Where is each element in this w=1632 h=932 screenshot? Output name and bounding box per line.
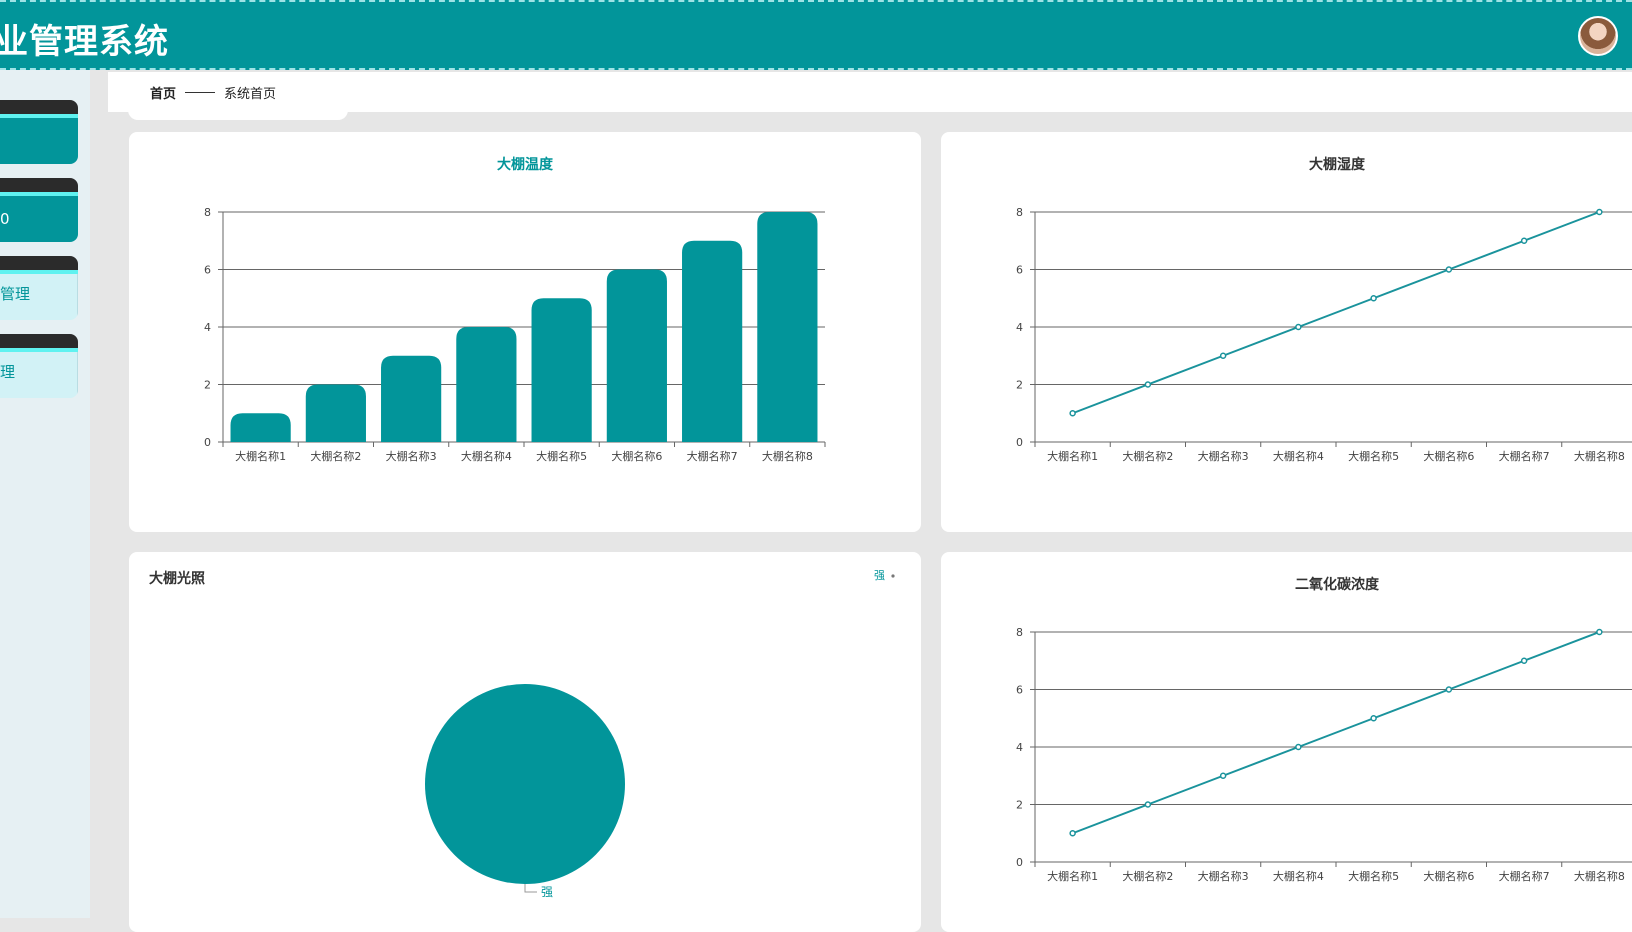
x-tick-label: 大棚名称1 — [1047, 869, 1098, 883]
x-tick-label: 大棚名称3 — [1198, 449, 1249, 463]
bar — [305, 384, 366, 442]
data-point — [1370, 715, 1377, 722]
x-tick-label: 大棚名称2 — [1122, 869, 1173, 883]
y-tick-label: 4 — [1016, 741, 1023, 754]
top-header: 业管理系统 — [0, 0, 1632, 70]
series-line — [1072, 631, 1600, 835]
x-tick-label: 大棚名称3 — [1198, 869, 1249, 883]
data-point — [1596, 628, 1603, 636]
x-tick-label: 大棚名称7 — [1499, 869, 1550, 883]
data-point — [1069, 830, 1076, 837]
x-tick-label: 大棚名称6 — [611, 449, 662, 463]
data-point — [1520, 237, 1528, 244]
y-tick-label: 2 — [204, 379, 211, 392]
breadcrumb-bar — [108, 72, 1632, 112]
data-point — [1219, 772, 1227, 779]
co2-line-chart: 0 2 4 6 8 大棚名称1 大棚名称2 大棚名称3 大棚名称4 大棚名称5 大棚名称6 大棚名称7… — [1016, 626, 1632, 883]
x-tick-label: 大棚名称3 — [386, 449, 437, 463]
sidebar-item-4[interactable]: 理 — [0, 334, 78, 398]
x-tick-label: 大棚名称2 — [1122, 449, 1173, 463]
x-tick-label: 大棚名称7 — [687, 449, 738, 463]
light-pie-chart: 强强 — [425, 569, 895, 899]
sidebar-item-2[interactable]: 0 — [0, 178, 78, 242]
sidebar-item-3[interactable]: 管理 — [0, 256, 78, 320]
bar — [381, 355, 442, 442]
bar — [606, 269, 667, 442]
data-point — [1069, 410, 1076, 417]
x-tick-label: 大棚名称8 — [1574, 869, 1625, 883]
sidebar: 0 管理 理 — [0, 70, 90, 918]
y-tick-label: 8 — [1016, 626, 1023, 639]
data-point — [1370, 295, 1377, 302]
y-tick-label: 6 — [204, 264, 211, 277]
data-point — [1445, 686, 1453, 693]
y-tick-label: 0 — [204, 436, 211, 449]
x-tick-label: 大棚名称4 — [1273, 869, 1324, 883]
co2-chart-title: 二氧化碳浓度 — [1295, 577, 1379, 593]
app-title: 业管理系统 — [0, 22, 169, 62]
sidebar-item-label: 管理 — [0, 285, 31, 303]
data-point — [1144, 801, 1152, 808]
x-tick-label: 大棚名称1 — [235, 449, 286, 463]
legend-label: 强 — [874, 569, 885, 582]
x-tick-label: 大棚名称1 — [1047, 449, 1098, 463]
light-chart-title: 大棚光照 — [149, 571, 205, 587]
breadcrumb-tab — [128, 72, 348, 120]
bar — [757, 212, 818, 442]
y-tick-label: 2 — [1016, 379, 1023, 392]
x-tick-label: 大棚名称5 — [536, 449, 587, 463]
x-tick-label: 大棚名称8 — [762, 449, 813, 463]
y-tick-label: 6 — [1016, 264, 1023, 277]
x-tick-label: 大棚名称4 — [1273, 449, 1324, 463]
y-tick-label: 4 — [204, 321, 211, 334]
x-tick-label: 大棚名称5 — [1348, 449, 1399, 463]
humidity-card: 大棚湿度 0 2 4 6 8 大棚名称1 大棚名称2 大棚名称3 大棚名称4 大棚名称5 大棚名称6… — [941, 132, 1632, 532]
data-point — [1144, 381, 1152, 388]
y-tick-label: 8 — [1016, 206, 1023, 219]
breadcrumb-current: 系统首页 — [224, 87, 277, 102]
light-card: 大棚光照 强强 — [129, 552, 921, 932]
pie-leader-line — [524, 884, 537, 893]
x-tick-label: 大棚名称5 — [1348, 869, 1399, 883]
x-tick-label: 大棚名称2 — [310, 449, 361, 463]
breadcrumb-home[interactable]: 首页 — [150, 87, 177, 102]
pie-slice-label: 强 — [541, 885, 553, 899]
bar — [230, 413, 291, 442]
bar — [531, 298, 592, 442]
legend-marker — [891, 574, 895, 578]
sidebar-item-1[interactable] — [0, 100, 78, 164]
y-tick-label: 4 — [1016, 321, 1023, 334]
data-point — [1520, 657, 1528, 664]
sidebar-item-label: 理 — [0, 363, 16, 381]
x-tick-label: 大棚名称7 — [1499, 449, 1550, 463]
series-line — [1072, 211, 1600, 415]
x-tick-label: 大棚名称8 — [1574, 449, 1625, 463]
data-point — [1295, 743, 1302, 751]
humidity-chart-title: 大棚湿度 — [1309, 157, 1365, 173]
x-tick-label: 大棚名称6 — [1423, 869, 1474, 883]
humidity-line-chart: 0 2 4 6 8 大棚名称1 大棚名称2 大棚名称3 大棚名称4 大棚名称5 大棚名称6 大棚名称7… — [1016, 206, 1632, 463]
temperature-bar-chart: 0 2 4 6 8 大棚名称1 大棚名称2 大棚名称3 大棚名称4 大棚名称5 大棚名称6 大棚名称7… — [204, 206, 826, 463]
sidebar-item-label: 0 — [0, 210, 10, 228]
bar — [682, 240, 743, 442]
user-avatar-icon[interactable] — [1578, 16, 1618, 56]
data-point — [1596, 208, 1603, 216]
y-tick-label: 8 — [204, 206, 211, 219]
x-tick-label: 大棚名称6 — [1423, 449, 1474, 463]
y-tick-label: 2 — [1016, 799, 1023, 812]
y-tick-label: 6 — [1016, 684, 1023, 697]
temperature-card: 大棚温度 0 2 4 6 8 大棚名称1 大棚名称2 大棚名称3 大棚名称4 大棚名称5 大棚名称6… — [129, 132, 921, 532]
co2-card: 二氧化碳浓度 0 2 4 6 8 大棚名称1 大棚名称2 大棚名称3 大棚名称4 大棚名称5 大棚名… — [941, 552, 1632, 932]
bar — [456, 327, 517, 442]
temperature-chart-title: 大棚温度 — [497, 157, 553, 173]
pie-slice — [425, 684, 625, 884]
data-point — [1445, 266, 1453, 273]
data-point — [1219, 352, 1227, 359]
y-tick-label: 0 — [1016, 856, 1023, 869]
data-point — [1295, 323, 1302, 331]
x-tick-label: 大棚名称4 — [461, 449, 512, 463]
breadcrumb-separator — [185, 92, 215, 93]
y-tick-label: 0 — [1016, 436, 1023, 449]
